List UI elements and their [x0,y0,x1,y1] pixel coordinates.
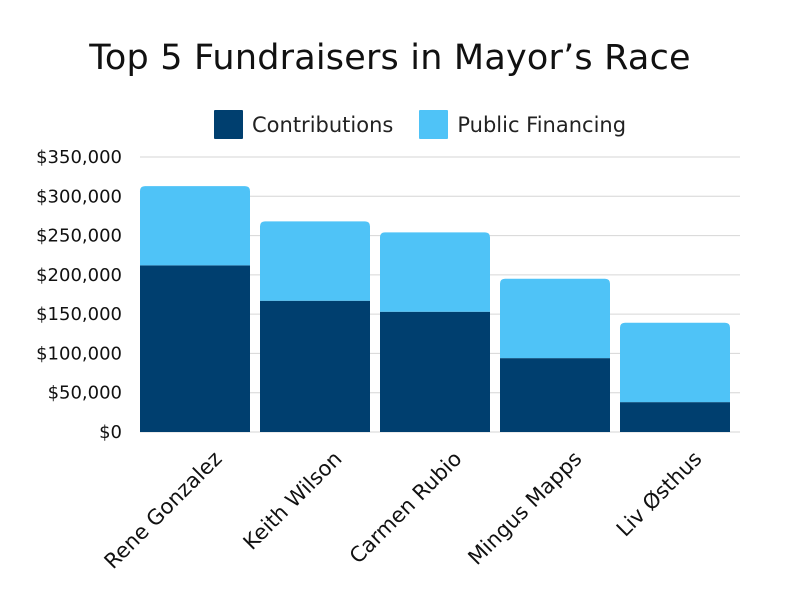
x-tick-label: Keith Wilson [239,447,347,555]
bar-contributions [380,311,490,432]
y-tick-label: $200,000 [36,265,122,286]
legend-label-contributions: Contributions [252,112,394,137]
bar-public-financing [140,186,250,266]
legend-item-public-financing: Public Financing [419,110,626,139]
y-tick-label: $350,000 [36,147,122,168]
x-tick-label: Rene Gonzalez [100,447,227,574]
bar-contributions [620,402,730,432]
y-tick-label: $250,000 [36,226,122,247]
bar-contributions [140,265,250,432]
y-tick-label: $150,000 [36,304,122,325]
legend-label-public-financing: Public Financing [457,112,627,137]
y-tick-label: $50,000 [48,383,122,404]
bar-public-financing [260,221,370,301]
y-tick-label: $0 [99,422,122,443]
y-tick-label: $300,000 [36,186,122,207]
y-axis: $0 $50,000 $100,000 $150,000 $200,000 $250,00… [36,147,122,443]
legend-swatch-public-financing [419,110,449,139]
y-tick-label: $100,000 [36,343,122,364]
x-tick-label: Mingus Mapps [463,447,586,570]
bars [140,186,730,432]
chart-title: Top 5 Fundraisers in Mayor’s Race [89,38,691,78]
bar-public-financing [620,322,730,403]
bar-contributions [500,358,610,432]
bar-public-financing [380,232,490,312]
x-tick-label: Liv Østhus [612,447,707,542]
legend-swatch-contributions [214,110,243,139]
legend: Contributions Public Financing [214,110,652,139]
legend-item-contributions: Contributions [214,110,393,139]
bar-contributions [260,300,370,432]
x-tick-label: Carmen Rubio [345,447,467,569]
bar-public-financing [500,278,610,359]
